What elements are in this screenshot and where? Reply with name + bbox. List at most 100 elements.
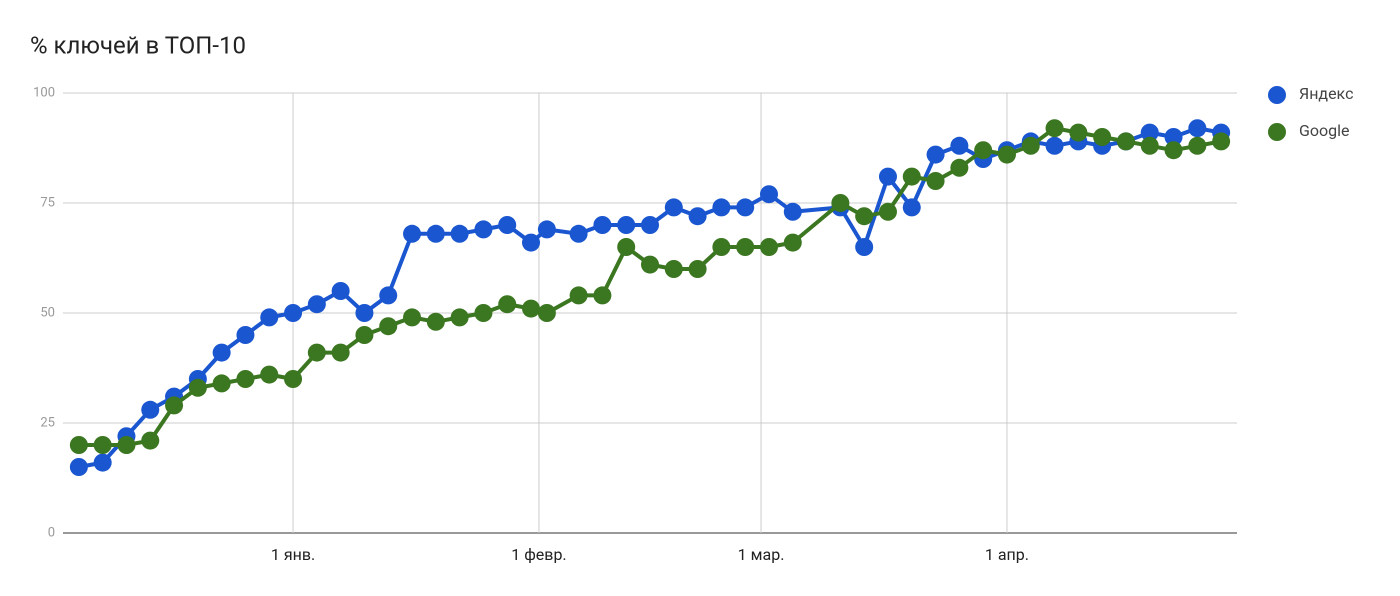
data-point xyxy=(712,238,731,256)
data-point xyxy=(641,255,659,274)
data-point xyxy=(1188,119,1207,138)
data-point xyxy=(1164,141,1183,160)
data-point xyxy=(379,286,398,305)
data-point xyxy=(593,216,612,234)
data-point xyxy=(93,453,112,472)
data-point xyxy=(1021,136,1040,155)
data-point xyxy=(974,141,993,160)
data-point xyxy=(617,238,636,256)
data-point xyxy=(855,238,874,256)
data-point xyxy=(1093,128,1112,146)
data-point xyxy=(736,238,755,256)
data-point xyxy=(522,233,541,252)
legend-label: Google xyxy=(1299,121,1350,140)
data-point xyxy=(1188,136,1207,155)
data-point xyxy=(403,308,422,327)
data-point xyxy=(403,224,422,243)
data-point xyxy=(537,220,556,239)
data-point xyxy=(902,198,921,217)
y-tick-label: 75 xyxy=(40,195,55,210)
data-point xyxy=(426,312,445,331)
x-tick-label: 1 янв. xyxy=(271,545,315,564)
data-point xyxy=(260,365,279,384)
data-point xyxy=(69,458,88,476)
data-point xyxy=(474,304,493,322)
chart-title: % ключей в ТОП-10 xyxy=(30,31,246,59)
data-point xyxy=(236,370,255,388)
x-tick-label: 1 апр. xyxy=(985,545,1029,564)
data-point xyxy=(855,207,874,226)
legend-marker xyxy=(1268,86,1286,104)
data-point xyxy=(284,370,303,388)
data-point xyxy=(1164,128,1183,146)
data-point xyxy=(569,224,588,243)
x-tick-label: 1 февр. xyxy=(511,545,566,564)
data-point xyxy=(902,167,921,186)
data-point xyxy=(379,317,398,336)
data-point xyxy=(878,202,897,221)
data-point xyxy=(426,224,445,243)
data-point xyxy=(260,308,279,327)
data-point xyxy=(783,233,802,252)
data-point xyxy=(1116,132,1135,151)
data-point xyxy=(307,343,326,362)
data-point xyxy=(141,431,160,450)
y-tick-label: 100 xyxy=(33,85,55,100)
series-line xyxy=(78,126,1222,447)
data-point xyxy=(831,194,850,212)
data-point xyxy=(498,295,517,314)
data-point xyxy=(522,299,541,318)
data-point xyxy=(307,295,326,314)
data-point xyxy=(1212,132,1231,151)
data-point xyxy=(165,396,184,415)
y-tick-label: 50 xyxy=(40,305,55,320)
data-point xyxy=(783,202,802,221)
data-point xyxy=(1045,119,1064,138)
data-point xyxy=(69,436,88,454)
data-point xyxy=(1045,136,1064,155)
data-point xyxy=(926,172,945,190)
data-point xyxy=(331,282,350,300)
data-point xyxy=(1069,123,1088,142)
data-point xyxy=(284,304,303,322)
data-point xyxy=(1140,136,1159,155)
data-point xyxy=(641,216,659,234)
y-tick-label: 0 xyxy=(48,525,55,540)
data-point xyxy=(141,400,160,419)
data-point xyxy=(474,220,493,239)
data-point xyxy=(450,224,469,243)
series-line xyxy=(78,126,1222,469)
data-point xyxy=(688,207,707,226)
data-point xyxy=(236,326,255,344)
data-point xyxy=(212,343,231,362)
data-point xyxy=(355,326,374,344)
data-point xyxy=(537,304,556,322)
data-point xyxy=(997,145,1016,164)
y-tick-label: 25 xyxy=(40,415,55,430)
legend-marker xyxy=(1268,123,1286,141)
data-point xyxy=(950,158,969,177)
data-point xyxy=(593,286,612,305)
legend-label: Яндекс xyxy=(1299,84,1353,103)
data-point xyxy=(712,198,731,217)
data-point xyxy=(355,304,374,322)
data-point xyxy=(450,308,469,327)
data-point xyxy=(93,436,112,454)
data-point xyxy=(950,136,969,155)
data-point xyxy=(498,216,517,234)
data-point xyxy=(331,343,350,362)
data-point xyxy=(617,216,636,234)
data-point xyxy=(926,145,945,164)
data-point xyxy=(569,286,588,305)
data-point xyxy=(878,167,897,186)
data-point xyxy=(664,198,683,217)
data-point xyxy=(212,374,231,393)
data-point xyxy=(759,238,778,256)
data-point xyxy=(736,198,755,217)
data-point xyxy=(664,260,683,278)
data-point xyxy=(188,378,207,397)
data-point xyxy=(1140,123,1159,142)
data-point xyxy=(688,260,707,278)
x-tick-label: 1 мар. xyxy=(738,545,785,564)
